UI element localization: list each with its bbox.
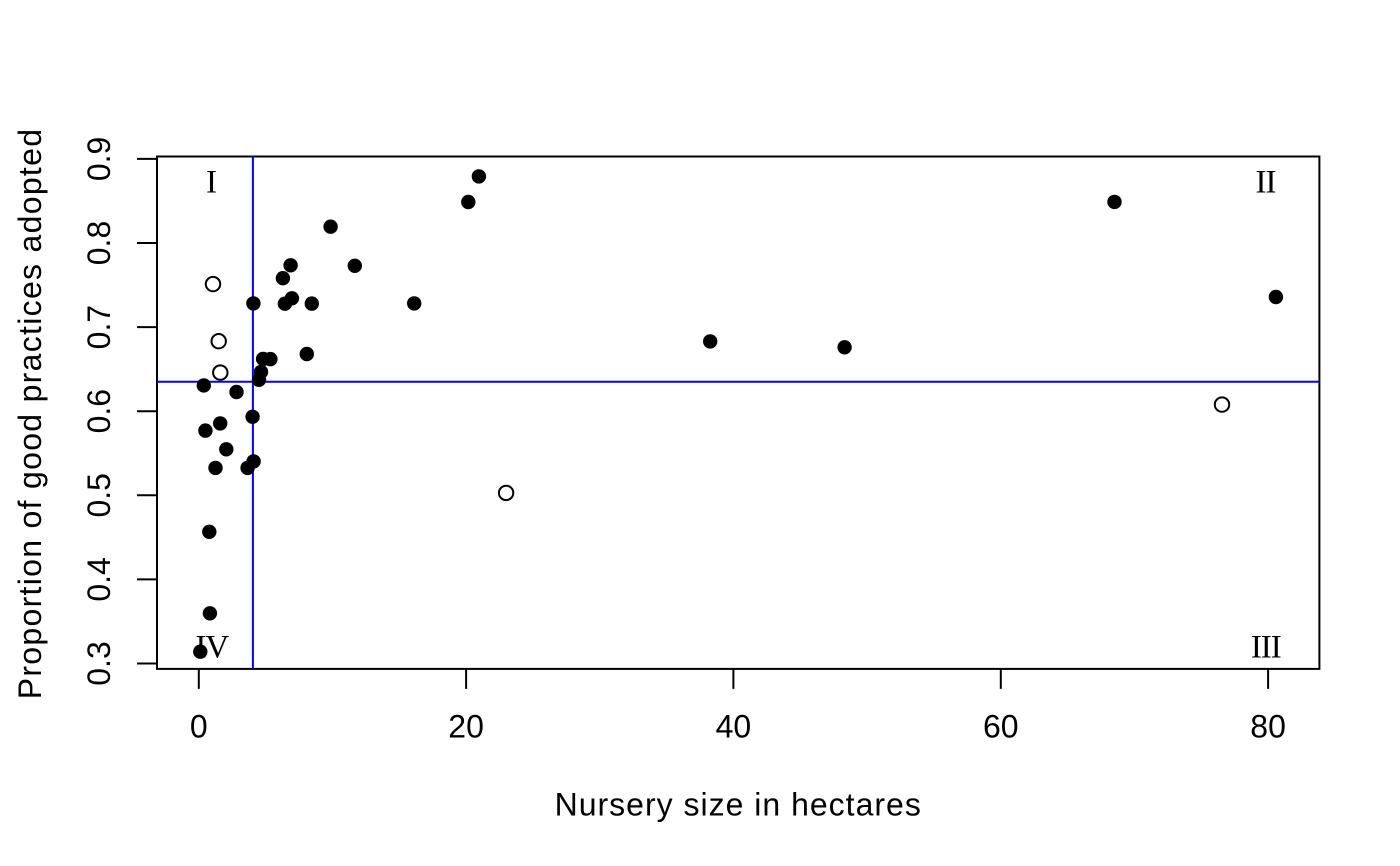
svg-text:60: 60 — [983, 709, 1019, 745]
svg-text:0.9: 0.9 — [81, 137, 117, 181]
svg-text:0.5: 0.5 — [81, 473, 117, 517]
svg-text:40: 40 — [716, 709, 752, 745]
svg-text:0.7: 0.7 — [81, 305, 117, 349]
svg-text:I: I — [206, 164, 216, 200]
svg-text:Nursery size in hectares: Nursery size in hectares — [555, 787, 922, 823]
svg-text:0: 0 — [190, 709, 208, 745]
svg-text:0.8: 0.8 — [81, 221, 117, 265]
svg-text:II: II — [1256, 165, 1276, 201]
svg-text:80: 80 — [1250, 709, 1286, 745]
svg-text:III: III — [1251, 629, 1281, 665]
svg-text:Proportion of good practices a: Proportion of good practices adopted — [12, 128, 48, 700]
svg-text:0.4: 0.4 — [81, 557, 117, 601]
svg-text:0.6: 0.6 — [81, 389, 117, 433]
svg-text:20: 20 — [448, 709, 484, 745]
svg-text:0.3: 0.3 — [81, 641, 117, 685]
